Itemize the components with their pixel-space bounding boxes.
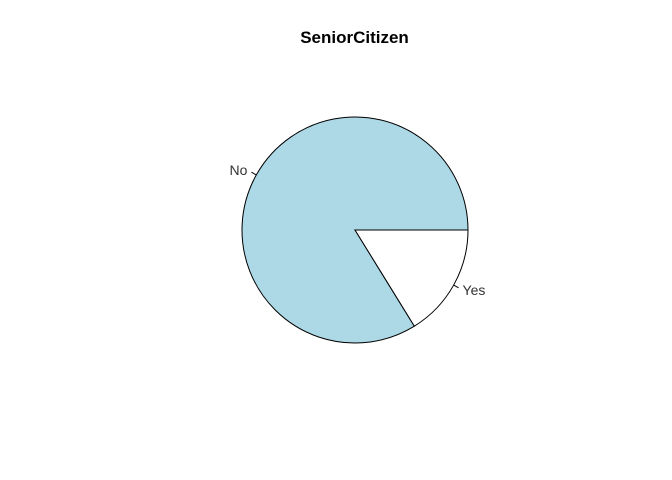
pie-label-no: No: [230, 162, 248, 178]
pie-slice-yes: [354, 229, 469, 327]
pie-label-tick-no: [251, 171, 257, 176]
pie-label-yes: Yes: [463, 282, 486, 298]
pie-label-tick-yes: [453, 284, 459, 289]
chart-title: SeniorCitizen: [300, 28, 409, 47]
